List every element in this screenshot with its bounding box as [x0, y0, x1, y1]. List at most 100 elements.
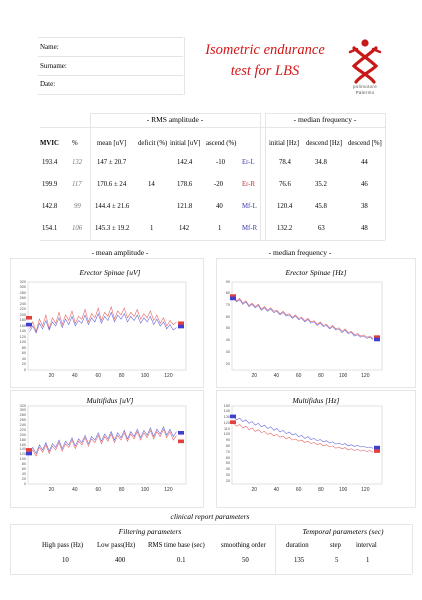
chart-plot-area [26, 405, 187, 485]
footer-vline-mid [275, 524, 276, 574]
y-tick-label: 200 [19, 312, 26, 317]
y-tick-label: 60 [225, 314, 230, 319]
median-section-title: - median frequency - [293, 115, 357, 124]
y-tick-label: 100 [19, 457, 26, 462]
temporal-header-step: step [330, 542, 341, 549]
col-header-mf-descend: descend [Hz] [306, 140, 343, 147]
row-label: Er-L [242, 159, 255, 166]
x-tick-label: 80 [318, 373, 324, 379]
x-tick-label: 40 [72, 487, 78, 493]
filtering-title: Filtering parameters [118, 527, 182, 536]
table-vline-4 [385, 113, 386, 240]
y-tick-label: 110 [223, 426, 230, 431]
table-top-line-mf [265, 113, 385, 114]
name-label: Name: [40, 43, 59, 51]
x-tick-label: 60 [295, 487, 302, 493]
col-header-ascend: ascend (%) [206, 140, 237, 147]
y-tick-label: 80 [225, 443, 230, 448]
chart-title: Erector Spinae [Hz] [285, 268, 347, 277]
row-pct: 132 [72, 159, 83, 166]
row-mf-descend-pct: 44 [361, 159, 368, 166]
y-tick-label: 40 [21, 471, 26, 476]
y-tick-label: 240 [19, 423, 26, 427]
chart-panel-erector-uv [10, 258, 204, 388]
row-mf-descend-pct: 38 [361, 203, 368, 210]
row-mf-initial: 76.6 [279, 181, 291, 188]
end-marker [178, 324, 184, 329]
col-header-mean: mean [uV] [97, 140, 127, 147]
y-tick-label: 200 [19, 432, 26, 437]
row-mf-descend: 34.8 [315, 159, 327, 166]
temporal-title: Temporal parameters (sec) [302, 527, 384, 536]
report-title-line1: Isometric endurance [205, 42, 325, 58]
footer-vline-left [10, 524, 11, 574]
x-tick-label: 20 [48, 487, 55, 493]
start-marker [26, 451, 32, 456]
row-mean: 144.4 ± 21.6 [95, 203, 130, 210]
row-ascend: -20 [214, 181, 224, 188]
end-marker [178, 431, 184, 435]
y-tick-label: 180 [19, 318, 26, 322]
y-tick-label: 120 [223, 420, 230, 425]
series-line [233, 298, 374, 340]
row-label: Mf-R [242, 225, 258, 232]
temporal-value-interval: 1 [366, 557, 370, 564]
y-tick-label: 40 [225, 467, 230, 472]
x-tick-label: 20 [48, 373, 55, 379]
x-tick-label: 100 [338, 373, 348, 379]
row-mean: 145.3 ± 19.2 [95, 225, 130, 232]
y-tick-label: 50 [225, 326, 230, 331]
y-tick-label: 70 [225, 302, 230, 307]
end-marker [374, 335, 380, 339]
y-tick-label: 150 [223, 403, 230, 408]
plot-frame [231, 405, 383, 485]
x-tick-label: 120 [164, 487, 173, 493]
row-pct: 99 [74, 203, 81, 210]
x-tick-label: 80 [118, 373, 125, 379]
y-tick-label: 90 [225, 279, 230, 284]
logo-text-line2: Palermo [355, 90, 375, 95]
row-mf-descend-pct: 46 [361, 181, 368, 188]
x-tick-label: 40 [273, 373, 280, 379]
footer-top-line [10, 524, 412, 525]
chart-title: Multifidus [Hz] [292, 396, 340, 405]
temporal-value-step: 5 [335, 557, 339, 564]
chart-title: Multifidus [uV] [86, 396, 134, 405]
row-mvic: 199.9 [42, 181, 58, 188]
start-marker [26, 322, 32, 327]
end-marker [374, 449, 380, 453]
surname-label: Surname: [40, 62, 67, 70]
header-top-line [38, 37, 183, 38]
y-tick-label: 180 [19, 437, 26, 442]
header-divider [184, 37, 185, 95]
report-title-line2: test for LBS [230, 63, 300, 79]
y-tick-label: 0 [23, 367, 26, 372]
logo-text-line1: polimotore [352, 84, 377, 89]
y-tick-label: 40 [21, 356, 26, 361]
y-tick-label: 90 [225, 438, 230, 443]
series-line [233, 423, 374, 453]
median-frequency-title: - median frequency - [268, 248, 332, 257]
row-ascend: 40 [216, 203, 223, 210]
row-mf-descend-pct: 48 [361, 225, 368, 232]
row-label: Er-R [242, 181, 256, 188]
filter-header-highpass: High pass (Hz) [42, 542, 84, 549]
y-tick-label: 20 [225, 478, 230, 483]
y-tick-label: 300 [19, 408, 26, 413]
y-tick-label: 20 [21, 362, 26, 366]
rms-section-title: - RMS amplitude - [146, 115, 204, 124]
y-tick-label: 130 [223, 415, 230, 420]
y-tick-label: 60 [225, 455, 230, 460]
row-ascend: -10 [216, 159, 226, 166]
x-tick-label: 20 [251, 373, 257, 379]
start-marker [230, 296, 236, 301]
table-vline-2 [260, 113, 261, 240]
series-line [233, 416, 374, 449]
y-tick-label: 300 [19, 285, 26, 289]
filter-header-smoothing: smoothing order [221, 542, 266, 549]
start-marker [230, 420, 236, 424]
footer-bottom-line [10, 574, 412, 575]
row-initial: 142 [179, 225, 190, 232]
y-tick-label: 0 [23, 481, 26, 486]
y-tick-label: 140 [19, 447, 26, 452]
